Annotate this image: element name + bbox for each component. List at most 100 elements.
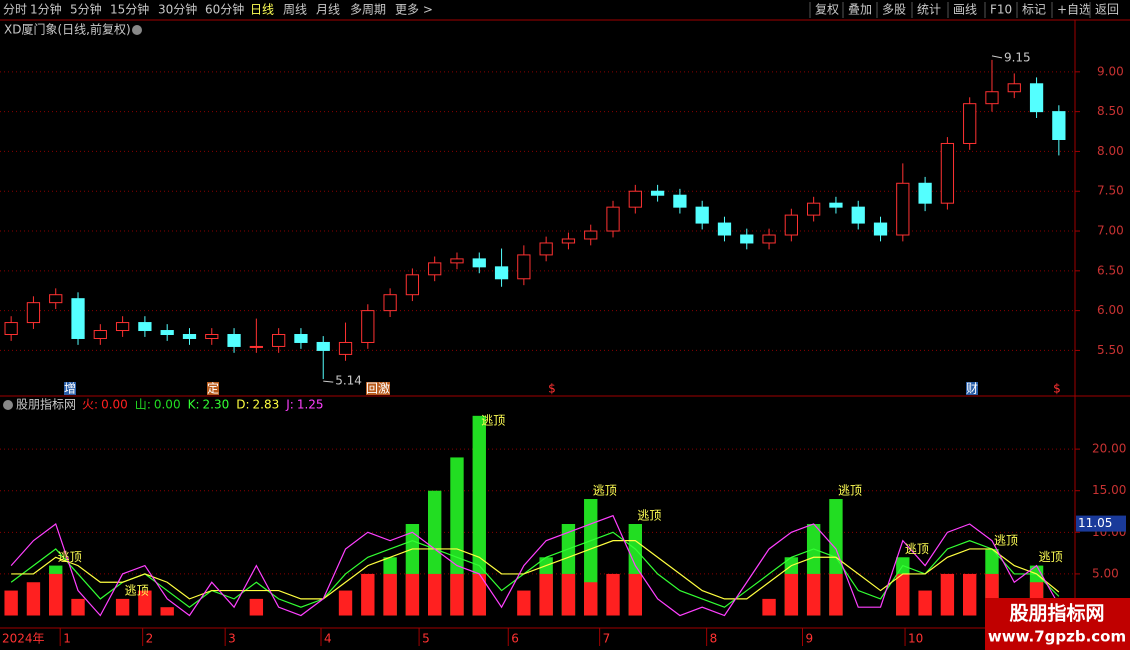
candle-body	[227, 334, 241, 347]
candle-body	[918, 182, 932, 204]
indicator-bar	[539, 573, 553, 616]
toolbar-button[interactable]: 60分钟	[205, 2, 244, 17]
x-start-label: 2024年	[2, 632, 45, 646]
watermark-box	[985, 598, 1130, 650]
toolbar-button[interactable]: 统计	[917, 3, 941, 17]
indicator-bar	[940, 573, 955, 616]
y-tick-label: 5.00	[1092, 566, 1119, 580]
toolbar-button[interactable]: 15分钟	[110, 2, 149, 17]
signal-label: 逃顶	[481, 414, 505, 428]
indicator-bar	[138, 590, 152, 616]
event-badge	[366, 382, 378, 395]
toolbar-button[interactable]: 更多 >	[395, 3, 433, 17]
candle-body	[873, 222, 888, 236]
legend-colon: :	[195, 398, 199, 412]
y-tick-label: 7.50	[1097, 184, 1124, 198]
dropdown-icon[interactable]	[3, 400, 13, 410]
candle-body	[93, 330, 107, 339]
indicator-bar	[49, 573, 63, 616]
dropdown-icon[interactable]	[132, 25, 142, 35]
candle-body	[361, 310, 375, 343]
y-tick-label: 7.00	[1097, 224, 1124, 238]
x-tick-label: 3	[228, 632, 236, 646]
watermark-title: 股朋指标网	[1009, 603, 1104, 625]
indicator-bar	[963, 573, 977, 616]
event-badge	[378, 382, 390, 395]
event-badge	[966, 382, 978, 395]
toolbar-button[interactable]: 日线	[250, 3, 274, 17]
candle-body	[561, 238, 576, 244]
candle-body	[695, 206, 709, 224]
event-label: $	[548, 382, 556, 396]
y-tick-label: 15.00	[1092, 483, 1126, 497]
candle-body	[428, 262, 442, 276]
event-label: 定	[207, 381, 219, 396]
candle-body	[450, 258, 464, 264]
indicator-bar	[405, 573, 420, 616]
indicator-bar	[450, 573, 464, 616]
x-tick-label: 7	[603, 632, 611, 646]
x-tick-label: 8	[710, 632, 718, 646]
candle-body	[584, 230, 598, 240]
signal-label: 逃顶	[1039, 550, 1063, 564]
toolbar-button[interactable]: 5分钟	[70, 2, 102, 17]
candle-body	[673, 194, 687, 208]
candle-body	[4, 322, 18, 336]
low-label: 5.14	[335, 374, 362, 388]
y-tick-label: 9.00	[1097, 64, 1124, 78]
indicator-bar	[762, 598, 776, 616]
toolbar-button[interactable]: F10	[990, 3, 1012, 17]
y-tick-label: 8.00	[1097, 144, 1124, 158]
toolbar-button[interactable]: 月线	[316, 3, 340, 17]
candle-body	[740, 234, 754, 244]
candle-body	[338, 341, 353, 355]
indicator-bar	[71, 598, 85, 616]
indicator-bar	[26, 582, 41, 616]
toolbar-button[interactable]: 1分钟	[30, 2, 62, 17]
event-badge	[207, 382, 219, 395]
event-label: $	[1053, 382, 1061, 396]
indicator-bar	[628, 573, 642, 616]
indicator-bar	[160, 607, 174, 616]
toolbar-button[interactable]: 标记	[1022, 3, 1046, 17]
indicator-bar	[428, 573, 442, 616]
event-badge	[64, 382, 76, 395]
event-label: 激	[378, 382, 390, 396]
toolbar-button[interactable]: 叠加	[848, 3, 872, 17]
toolbar-button[interactable]: 分时	[3, 3, 27, 17]
candle-body	[71, 298, 85, 339]
toolbar-button[interactable]: 画线	[953, 3, 977, 17]
toolbar-button[interactable]: 多周期	[350, 3, 386, 17]
legend-colon: :	[147, 398, 151, 412]
toolbar-button[interactable]: 复权	[815, 3, 839, 17]
candle-body	[249, 345, 263, 348]
legend-name: D	[236, 398, 245, 412]
event-badge	[546, 382, 558, 395]
indicator-bar	[918, 590, 932, 616]
candle-body	[985, 91, 999, 105]
event-badge	[1051, 382, 1063, 395]
legend-colon: :	[94, 398, 98, 412]
toolbar-button[interactable]: 30分钟	[158, 2, 197, 17]
candle-body	[316, 341, 330, 351]
candle-body	[1052, 111, 1066, 140]
candle-body	[160, 330, 174, 336]
high-pointer	[991, 55, 1003, 59]
toolbar-button[interactable]: 返回	[1095, 3, 1119, 17]
y-tick-label: 6.50	[1097, 263, 1124, 277]
high-label: 9.15	[1004, 50, 1031, 64]
candle-body	[963, 103, 977, 144]
toolbar-button[interactable]: +自选	[1057, 3, 1091, 17]
value-marker-box	[1076, 515, 1126, 532]
legend-value: 2.83	[253, 398, 280, 412]
indicator-bar	[472, 415, 486, 616]
legend-value: 0.00	[154, 398, 181, 412]
toolbar-button[interactable]: 多股	[882, 3, 906, 17]
indicator-bar	[517, 590, 531, 616]
legend-value: 1.25	[297, 398, 324, 412]
toolbar-button[interactable]: 周线	[283, 3, 307, 17]
indicator-bar	[338, 590, 353, 616]
signal-label: 逃顶	[58, 550, 82, 564]
